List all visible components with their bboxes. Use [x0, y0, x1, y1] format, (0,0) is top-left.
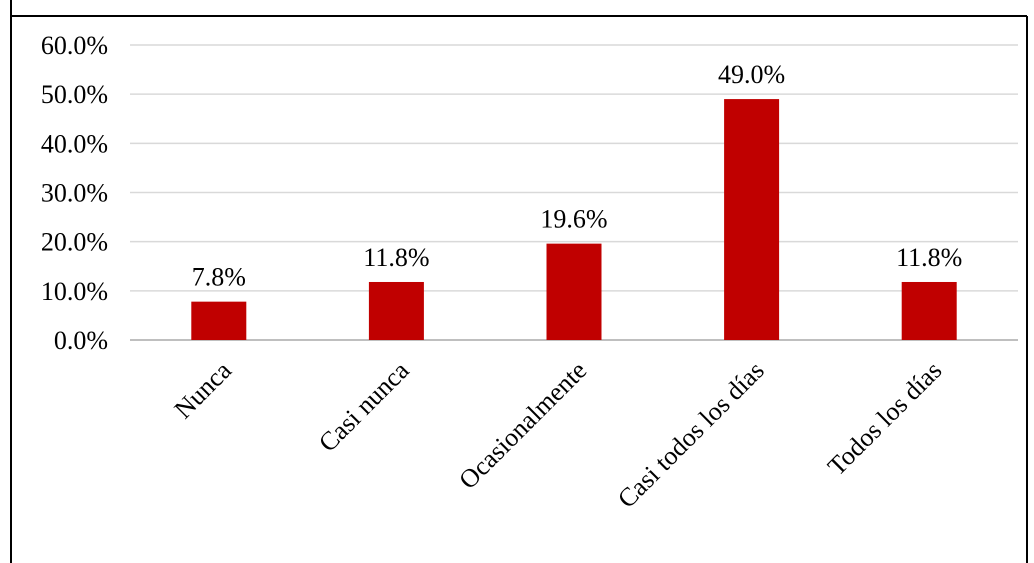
- bar: [724, 99, 780, 340]
- category-label: Casi nunca: [313, 355, 415, 457]
- data-label: 19.6%: [540, 205, 607, 234]
- category-label: Casi todos los días: [612, 356, 770, 514]
- data-label: 11.8%: [363, 243, 429, 272]
- bar: [546, 243, 602, 340]
- y-tick-label: 30.0%: [41, 179, 108, 208]
- y-tick-label: 20.0%: [41, 228, 108, 257]
- y-tick-label: 10.0%: [41, 277, 108, 306]
- category-label: Todos los días: [822, 356, 947, 481]
- y-tick-label: 40.0%: [41, 129, 108, 158]
- bar: [191, 301, 247, 340]
- bar: [368, 281, 424, 340]
- data-label: 7.8%: [192, 263, 246, 292]
- data-label: 11.8%: [896, 243, 962, 272]
- category-label: Ocasionalmente: [453, 356, 592, 495]
- y-tick-label: 0.0%: [54, 326, 108, 355]
- data-label: 49.0%: [718, 60, 785, 89]
- bar: [901, 281, 957, 340]
- y-tick-label: 50.0%: [41, 80, 108, 109]
- category-label: Nunca: [169, 355, 238, 424]
- y-tick-label: 60.0%: [41, 31, 108, 60]
